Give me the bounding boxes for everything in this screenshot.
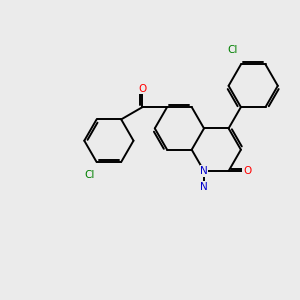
- Text: N: N: [200, 166, 208, 176]
- Text: Cl: Cl: [227, 45, 238, 55]
- Text: O: O: [138, 84, 147, 94]
- Text: O: O: [243, 166, 251, 176]
- Text: N: N: [200, 182, 208, 192]
- Text: Cl: Cl: [84, 170, 94, 180]
